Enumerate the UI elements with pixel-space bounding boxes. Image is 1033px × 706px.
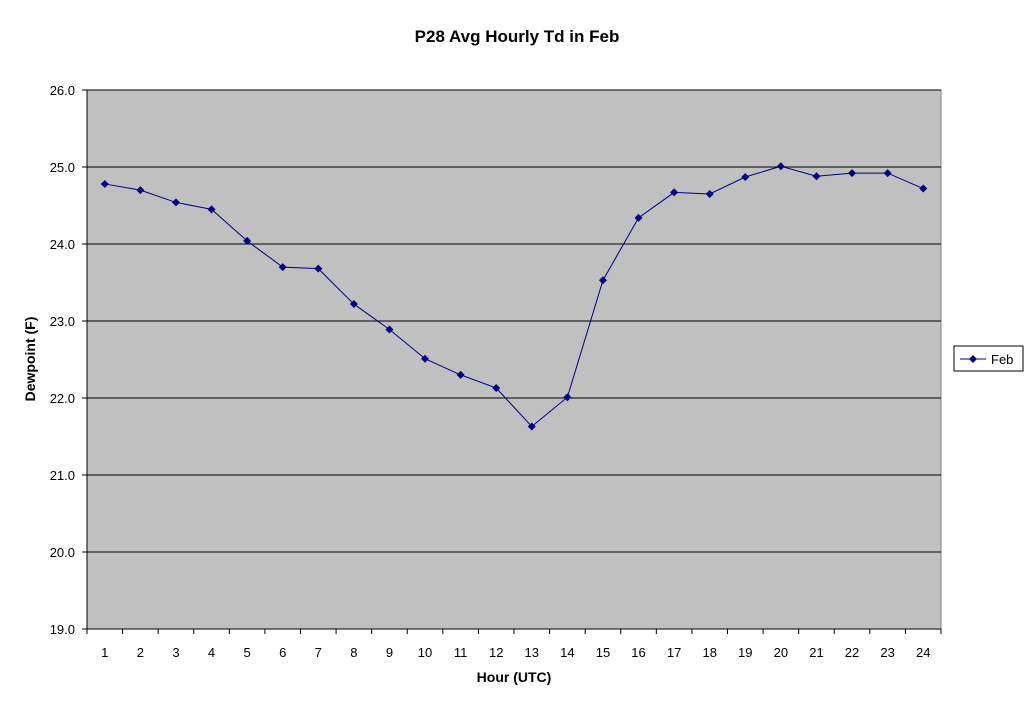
chart-title: P28 Avg Hourly Td in Feb bbox=[415, 27, 620, 46]
x-tick-label: 11 bbox=[454, 645, 468, 660]
data-point bbox=[243, 236, 252, 245]
x-tick-label: 22 bbox=[845, 645, 859, 660]
data-point bbox=[456, 370, 465, 379]
x-tick-label: 14 bbox=[560, 645, 574, 660]
legend-series-marker bbox=[969, 355, 977, 363]
data-point bbox=[848, 169, 857, 178]
x-tick-label: 20 bbox=[774, 645, 788, 660]
y-tick-label: 25.0 bbox=[50, 160, 75, 175]
x-tick-label: 4 bbox=[208, 645, 215, 660]
y-axis-title: Dewpoint (F) bbox=[22, 317, 38, 402]
series-line-feb bbox=[104, 165, 924, 428]
data-point bbox=[705, 189, 714, 198]
y-tick-label: 23.0 bbox=[50, 314, 75, 329]
x-tick-label: 16 bbox=[631, 645, 645, 660]
legend-series-label: Feb bbox=[991, 352, 1013, 367]
data-point bbox=[492, 383, 501, 392]
data-point bbox=[563, 393, 572, 402]
x-tick-label: 9 bbox=[386, 645, 393, 660]
x-axis-ticks: 1 2 3 4 5 6 7 8 9 10 11 12 13 14 15 16 17 18 19 20 21 22 23 24 bbox=[86, 629, 942, 660]
x-tick-label: 3 bbox=[172, 645, 179, 660]
x-tick-label: 18 bbox=[702, 645, 716, 660]
data-point bbox=[136, 186, 145, 195]
y-tick-label: 19.0 bbox=[50, 622, 75, 637]
y-tick-label: 24.0 bbox=[50, 237, 75, 252]
data-point bbox=[812, 172, 821, 181]
x-tick-label: 6 bbox=[279, 645, 286, 660]
data-point bbox=[598, 276, 607, 285]
data-point bbox=[278, 263, 287, 272]
series-layer bbox=[100, 162, 928, 431]
x-tick-label: 13 bbox=[525, 645, 539, 660]
data-point bbox=[883, 169, 892, 178]
x-tick-label: 10 bbox=[418, 645, 432, 660]
x-tick-label: 2 bbox=[137, 645, 144, 660]
gridlines bbox=[87, 89, 941, 553]
x-tick-label: 5 bbox=[244, 645, 251, 660]
data-point bbox=[421, 354, 430, 363]
data-point bbox=[314, 264, 323, 273]
x-tick-label: 19 bbox=[738, 645, 752, 660]
data-point bbox=[207, 205, 216, 214]
y-tick-label: 22.0 bbox=[50, 391, 75, 406]
data-point bbox=[919, 184, 928, 193]
data-point bbox=[670, 188, 679, 197]
x-tick-label: 8 bbox=[350, 645, 357, 660]
x-tick-label: 23 bbox=[880, 645, 894, 660]
x-tick-label: 24 bbox=[916, 645, 930, 660]
y-tick-label: 20.0 bbox=[50, 545, 75, 560]
data-point bbox=[634, 213, 643, 222]
data-point bbox=[776, 162, 785, 171]
legend: Feb bbox=[953, 345, 1024, 372]
x-tick-label: 17 bbox=[667, 645, 681, 660]
plot-area bbox=[86, 89, 942, 630]
x-tick-label: 1 bbox=[101, 645, 108, 660]
x-tick-label: 7 bbox=[315, 645, 322, 660]
y-axis-ticks: 19.0 20.0 21.0 22.0 23.0 24.0 25.0 26.0 bbox=[50, 83, 87, 637]
x-tick-label: 15 bbox=[596, 645, 610, 660]
data-point bbox=[385, 325, 394, 334]
x-axis-title: Hour (UTC) bbox=[477, 669, 552, 685]
data-point bbox=[527, 422, 536, 431]
x-tick-label: 21 bbox=[809, 645, 823, 660]
x-tick-label: 12 bbox=[489, 645, 503, 660]
data-point bbox=[349, 300, 358, 309]
y-tick-label: 21.0 bbox=[50, 468, 75, 483]
data-point bbox=[171, 198, 180, 207]
y-tick-label: 26.0 bbox=[50, 83, 75, 98]
data-point bbox=[741, 173, 750, 182]
data-point bbox=[100, 179, 109, 188]
